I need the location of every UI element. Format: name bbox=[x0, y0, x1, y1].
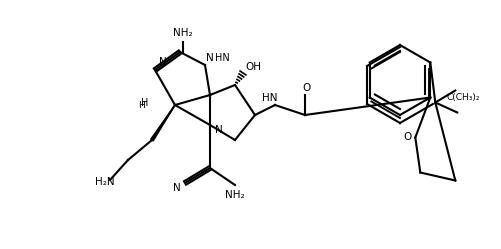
Text: H: H bbox=[141, 98, 148, 108]
Text: N: N bbox=[206, 53, 214, 63]
Text: O: O bbox=[303, 83, 311, 93]
Text: N: N bbox=[159, 57, 167, 67]
Text: O: O bbox=[403, 132, 411, 142]
Text: N: N bbox=[173, 183, 181, 193]
Text: NH₂: NH₂ bbox=[225, 190, 245, 200]
Polygon shape bbox=[151, 105, 175, 141]
Text: N: N bbox=[215, 125, 223, 135]
Text: C(CH₃)₂: C(CH₃)₂ bbox=[446, 93, 480, 102]
Text: H: H bbox=[138, 101, 145, 110]
Text: OH: OH bbox=[245, 62, 261, 72]
Text: H₂N: H₂N bbox=[95, 177, 115, 187]
Text: NH₂: NH₂ bbox=[173, 28, 193, 38]
Text: HN: HN bbox=[262, 93, 278, 103]
Text: HN: HN bbox=[215, 53, 230, 63]
